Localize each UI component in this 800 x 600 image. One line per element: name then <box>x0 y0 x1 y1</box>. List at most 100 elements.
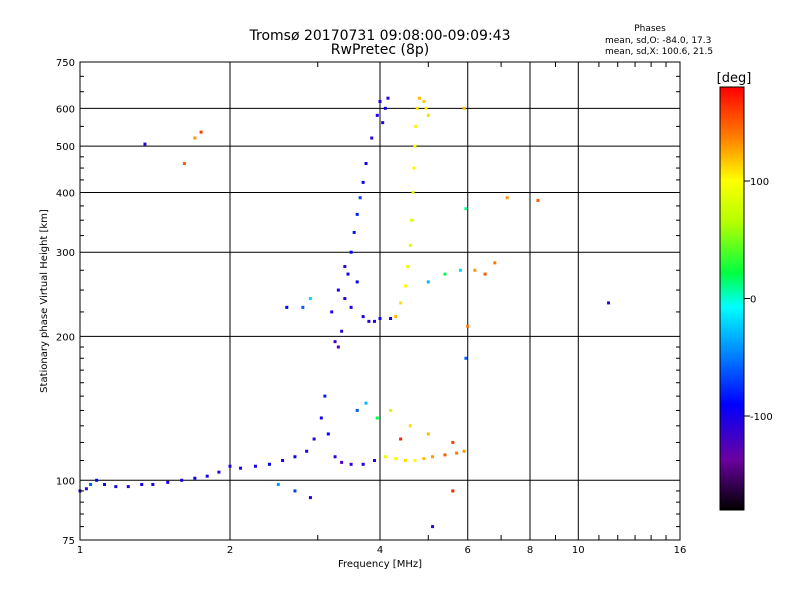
phase-info-o-mode: mean, sd,O: -84.0, 17.3 <box>605 36 711 46</box>
data-point <box>455 451 459 455</box>
data-point <box>422 457 426 461</box>
data-point <box>389 408 393 412</box>
data-point <box>426 113 430 117</box>
chart-title: Tromsø 20170731 09:08:00-09:09:43 <box>249 28 511 44</box>
data-point <box>340 460 344 464</box>
data-point <box>412 166 416 170</box>
plot-frame <box>79 61 681 541</box>
x-axis-label: Frequency [MHz] <box>338 559 422 570</box>
x-tick-label: 16 <box>674 545 687 556</box>
data-point <box>426 432 430 436</box>
colorbar-ticks: 100 0 -100 <box>744 177 773 423</box>
data-point <box>343 297 347 301</box>
data-point <box>343 265 347 269</box>
data-point <box>373 458 377 462</box>
data-point <box>349 305 353 309</box>
x-tick-label: 2 <box>227 545 233 556</box>
data-point <box>361 462 365 466</box>
data-point <box>151 482 155 486</box>
data-point <box>443 272 447 276</box>
y-tick-label: 100 <box>56 476 75 487</box>
data-point <box>464 356 468 360</box>
chart-subtitle: RwPretec (8p) <box>331 42 429 58</box>
data-point <box>126 485 130 489</box>
data-point <box>89 482 93 486</box>
data-point <box>505 196 509 200</box>
data-point <box>103 482 107 486</box>
data-point <box>308 496 312 500</box>
data-point <box>355 408 359 412</box>
data-point <box>199 130 203 134</box>
phase-info-heading: Phases <box>634 24 666 34</box>
data-point <box>399 437 403 441</box>
data-point <box>193 136 197 140</box>
data-point <box>293 455 297 459</box>
data-point <box>217 470 221 474</box>
y-tick-label: 400 <box>56 188 75 199</box>
data-point <box>422 100 426 104</box>
data-point <box>536 198 540 202</box>
data-point <box>443 453 447 457</box>
data-point <box>364 161 368 165</box>
data-point <box>228 464 232 468</box>
data-point <box>403 284 407 288</box>
data-point <box>180 478 184 482</box>
data-point <box>375 416 379 420</box>
phase-info-x-mode: mean, sd,X: 100.6, 21.5 <box>605 47 713 57</box>
data-point <box>394 457 398 461</box>
data-point <box>451 440 455 444</box>
data-point <box>389 316 393 320</box>
colorbar-tick-label: 100 <box>750 177 769 188</box>
data-point <box>431 525 435 529</box>
data-point <box>466 324 470 328</box>
data-point <box>253 464 257 468</box>
x-tick-label: 8 <box>527 545 533 556</box>
data-point <box>166 480 170 484</box>
x-tick-label: 4 <box>377 545 383 556</box>
y-tick-label: 500 <box>56 142 75 153</box>
colorbar-tick-label: 0 <box>750 295 756 306</box>
data-point <box>349 250 353 254</box>
y-axis-ticks: 75 100 200 300 400 500 600 750 <box>56 58 680 547</box>
data-point <box>381 121 385 125</box>
data-point <box>386 96 390 100</box>
data-point <box>403 458 407 462</box>
data-point <box>451 489 455 493</box>
data-point <box>411 190 415 194</box>
data-point <box>370 136 374 140</box>
data-point <box>349 462 353 466</box>
x-tick-label: 10 <box>572 545 585 556</box>
data-point <box>281 458 285 462</box>
data-point <box>140 482 144 486</box>
data-point <box>312 437 316 441</box>
data-point <box>383 106 387 110</box>
data-point <box>355 212 359 216</box>
data-points <box>78 96 611 529</box>
data-point <box>333 455 337 459</box>
colorbar-tick-label: -100 <box>750 412 773 423</box>
data-point <box>415 106 419 110</box>
data-point <box>293 489 297 493</box>
data-point <box>336 288 340 292</box>
data-point <box>301 305 305 309</box>
data-point <box>114 485 118 489</box>
data-point <box>193 476 197 480</box>
x-tick-label: 6 <box>465 545 471 556</box>
data-point <box>95 478 99 482</box>
data-point <box>326 432 330 436</box>
data-point <box>431 455 435 459</box>
y-tick-label: 750 <box>56 58 75 69</box>
data-point <box>483 272 487 276</box>
data-point <box>378 100 382 104</box>
data-point <box>143 142 147 146</box>
data-point <box>394 315 398 319</box>
data-point <box>413 458 417 462</box>
data-point <box>346 272 350 276</box>
y-tick-label: 300 <box>56 248 75 259</box>
data-point <box>305 449 309 453</box>
data-point <box>330 310 334 314</box>
data-point <box>417 96 421 100</box>
data-point <box>276 482 280 486</box>
data-point <box>410 218 414 222</box>
data-point <box>383 455 387 459</box>
